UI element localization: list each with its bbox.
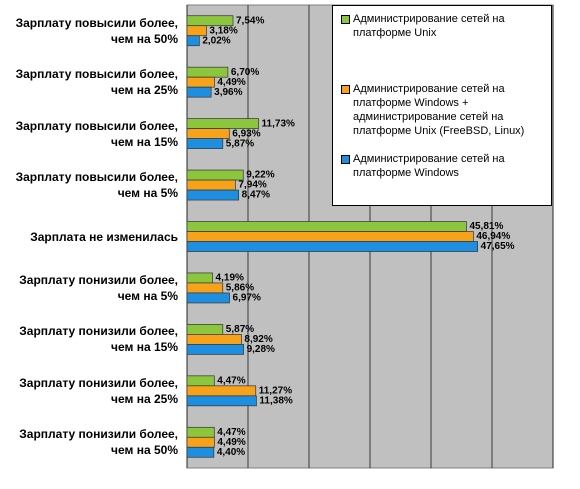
bar <box>186 66 229 78</box>
value-label: 6,70% <box>231 67 259 78</box>
value-label: 7,94% <box>238 180 266 191</box>
bar <box>186 375 215 387</box>
legend: Администрирование сетей на платформе Uni… <box>332 5 552 206</box>
value-label: 4,49% <box>217 77 245 88</box>
value-label: 4,40% <box>217 447 245 458</box>
value-label: 8,92% <box>244 334 272 345</box>
value-label: 9,22% <box>246 170 274 181</box>
value-label: 9,28% <box>247 344 275 355</box>
bar <box>186 221 467 232</box>
category-label: Зарплата не изменилась <box>30 229 178 244</box>
bar <box>186 35 200 47</box>
bar <box>186 272 213 284</box>
bar <box>186 169 244 181</box>
bar <box>186 76 215 88</box>
value-label: 11,73% <box>262 118 295 129</box>
legend-label: Администрирование сетей на платформе Uni… <box>353 13 505 39</box>
bar <box>186 426 215 438</box>
value-label: 3,96% <box>214 87 242 98</box>
bar <box>186 385 257 397</box>
category-label: Зарплату повысили более, чем на 5% <box>15 170 178 201</box>
legend-label: Администрирование сетей на платформе Win… <box>353 83 525 137</box>
bar <box>186 292 230 304</box>
value-label: 5,86% <box>226 283 254 294</box>
bar <box>186 86 212 98</box>
bar <box>186 128 230 139</box>
legend-swatch <box>341 155 350 164</box>
legend-swatch <box>341 85 350 94</box>
legend-label: Администрирование сетей на платформе Win… <box>353 153 505 179</box>
value-label: 6,97% <box>233 293 261 304</box>
value-label: 4,49% <box>217 437 245 448</box>
bar <box>186 118 259 129</box>
value-label: 7,54% <box>236 15 264 26</box>
value-label: 2,02% <box>202 35 230 46</box>
bar <box>186 395 257 407</box>
bar <box>186 334 242 345</box>
value-label: 8,47% <box>242 190 270 201</box>
bar <box>186 231 474 242</box>
value-label: 46,94% <box>476 231 510 242</box>
legend-entry: Администрирование сетей на платформе Uni… <box>341 12 546 40</box>
category-label: Зарплату повысили более, чем на 15% <box>15 118 178 149</box>
category-label: Зарплату понизили более, чем на 50% <box>19 427 178 458</box>
bar <box>186 15 234 27</box>
category-label: Зарплату понизили более, чем на 5% <box>19 272 178 303</box>
value-label: 5,87% <box>226 324 254 335</box>
legend-entry: Администрирование сетей на платформе Win… <box>341 152 546 180</box>
value-label: 4,47% <box>217 375 245 386</box>
value-label: 5,87% <box>226 138 254 149</box>
category-label: Зарплату повысили более, чем на 50% <box>15 15 178 46</box>
bar <box>186 446 215 458</box>
category-label: Зарплату понизили более, чем на 25% <box>19 375 178 406</box>
value-label: 6,93% <box>232 128 260 139</box>
bar <box>186 189 240 201</box>
value-label: 47,65% <box>481 241 515 252</box>
category-label: Зарплату повысили более, чем на 25% <box>15 67 178 98</box>
category-label: Зарплату понизили более, чем на 15% <box>19 324 178 355</box>
bar <box>186 344 244 355</box>
legend-swatch <box>341 15 350 24</box>
value-label: 4,19% <box>216 273 244 284</box>
value-label: 11,38% <box>259 395 292 406</box>
bar <box>186 25 207 37</box>
bar <box>186 138 224 149</box>
bar <box>186 324 224 335</box>
bar <box>186 282 224 294</box>
bar <box>186 179 236 191</box>
bar <box>186 436 215 448</box>
legend-entry: Администрирование сетей на платформе Win… <box>341 82 546 138</box>
value-label: 3,18% <box>209 25 237 36</box>
value-label: 4,47% <box>217 427 245 438</box>
value-label: 45,81% <box>469 221 503 232</box>
value-label: 11,27% <box>259 385 292 396</box>
bar <box>186 241 479 252</box>
